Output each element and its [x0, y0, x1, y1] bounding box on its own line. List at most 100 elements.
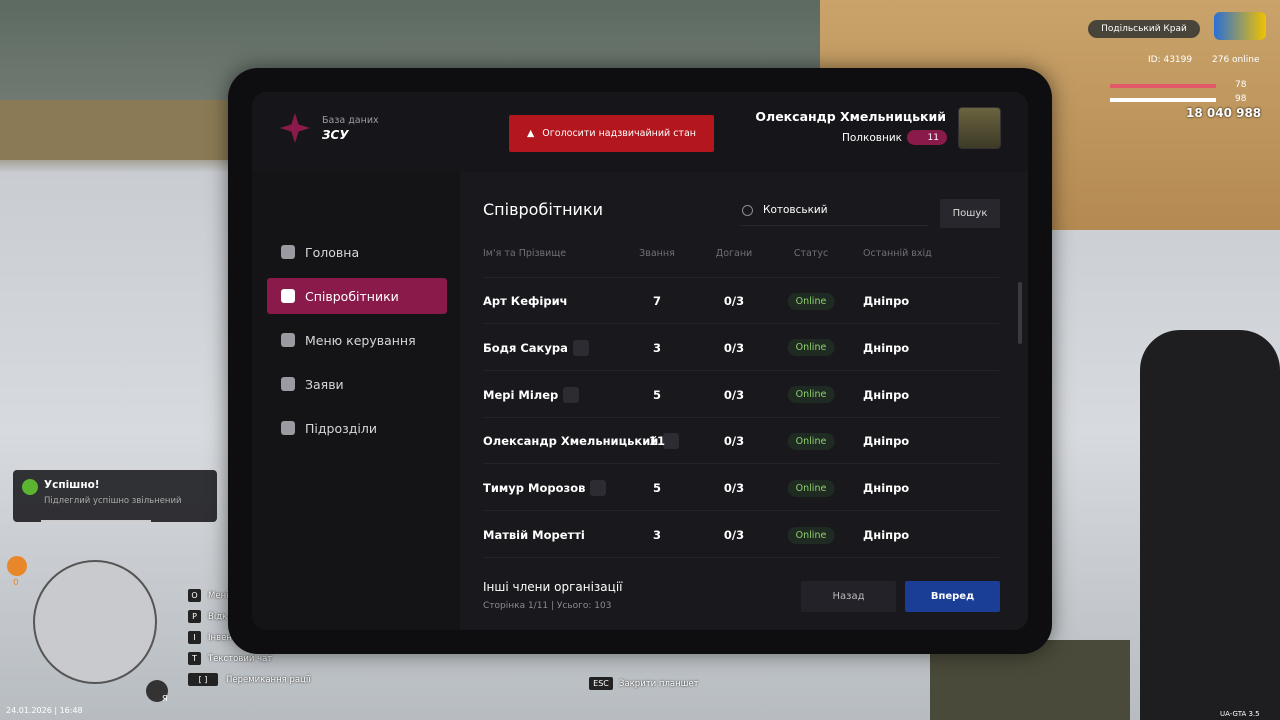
badge-icon — [590, 480, 607, 497]
last-login: Дніпро — [863, 387, 910, 402]
reprimands: 0/3 — [723, 340, 745, 355]
user-rank: Полковник — [841, 132, 902, 144]
search-button[interactable]: Пошук — [940, 199, 1000, 228]
player-id: ID: 43199 — [1148, 55, 1193, 65]
nav-label: Меню керування — [305, 332, 416, 348]
esc-key: ESC — [589, 677, 613, 690]
table-row: Тимур Морозов 5 0/3 Online Дніпро — [483, 465, 999, 512]
notification-title: Успішно! — [44, 479, 100, 491]
emergency-button[interactable]: ▲ Оголосити надзвичайний стан — [509, 115, 714, 152]
table-row: Бодя Сакура 3 0/3 Online Дніпро — [483, 325, 999, 371]
armor-value: 98 — [1235, 94, 1247, 104]
health-bar — [1110, 84, 1216, 88]
search-icon — [742, 205, 753, 216]
building — [0, 100, 240, 160]
status: Online — [787, 479, 835, 497]
footer-title: Інші члени організації — [483, 580, 623, 594]
rank: 7 — [652, 294, 662, 308]
page-info: Сторінка 1/11 | Усього: 103 — [483, 601, 612, 611]
tablet-screen: База даних ЗСУ ▲ Оголосити надзвичайний с… — [252, 92, 1028, 630]
page-title: Співробітники — [483, 200, 604, 219]
nav-icon — [281, 333, 295, 347]
nav-item[interactable]: Співробітники — [267, 278, 447, 314]
hint-label: Інвент — [208, 633, 237, 643]
nav-label: Підрозділи — [305, 420, 377, 436]
user-level: 11 — [907, 130, 947, 145]
nav-item[interactable]: Головна — [267, 234, 447, 270]
reprimands: 0/3 — [723, 294, 745, 308]
sidebar: Головна Співробітники Меню керування Заяви П… — [252, 172, 460, 630]
column-header: Ім'я та Прізвище — [483, 248, 567, 259]
notification: Успішно! Підлеглий успішно звільнений — [13, 470, 217, 522]
logo — [280, 113, 310, 143]
column-header: Догани — [715, 248, 753, 259]
name-text: Арт Кефірич — [483, 294, 568, 308]
table-row: Мері Мілер 5 0/3 Online Дніпро — [483, 372, 999, 418]
user-name: Олександр Хмельницький — [755, 109, 946, 124]
hint-key: I — [188, 631, 201, 644]
last-login: Дніпро — [863, 434, 910, 449]
status: Online — [787, 292, 835, 310]
badge-icon — [572, 339, 589, 356]
table-row: Матвій Моретті 3 0/3 Online Дніпро — [483, 512, 999, 558]
next-button[interactable]: Вперед — [905, 581, 1000, 612]
money: 18 040 988 — [1186, 106, 1262, 120]
nav-label: Співробітники — [305, 288, 399, 304]
app-subtitle: База даних — [322, 115, 379, 126]
prev-button[interactable]: Назад — [801, 581, 896, 612]
hint-key: T — [188, 652, 201, 665]
app-title: ЗСУ — [322, 128, 349, 142]
rank: 5 — [652, 481, 662, 496]
employee-name: Матвій Моретті — [483, 512, 585, 558]
name-text: Олександр Хмельницький — [483, 434, 659, 449]
badge-icon — [663, 433, 680, 450]
reprimands: 0/3 — [723, 387, 745, 402]
progress — [41, 520, 151, 522]
name-text: Мері Мілер — [483, 387, 559, 402]
nav-label: Головна — [305, 244, 360, 260]
table-row: Арт Кефірич 7 0/3 Online Дніпро — [483, 278, 999, 324]
server-name: Подільський Край — [1088, 20, 1200, 38]
status: Online — [787, 386, 835, 404]
hint-label: Відк — [208, 612, 228, 622]
status-cell: Online — [787, 325, 835, 371]
table-row: Олександр Хмельницький 11 0/3 Online Дніпро — [483, 418, 999, 465]
employee-name: Мері Мілер — [483, 372, 580, 418]
hunger-icon — [7, 556, 27, 576]
last-login: Дніпро — [863, 528, 910, 542]
hint-key: O — [188, 589, 201, 602]
nav-item[interactable]: Заяви — [267, 366, 447, 402]
nav-icon — [281, 289, 295, 303]
notification-text: Підлеглий успішно звільнений — [44, 496, 182, 506]
status: Online — [787, 432, 835, 450]
status-cell: Online — [787, 512, 835, 558]
game-logo — [1214, 12, 1266, 40]
emergency-label: Оголосити надзвичайний стан — [542, 128, 696, 139]
employee-name: Тимур Морозов — [483, 465, 607, 511]
rank: 3 — [652, 528, 662, 542]
version: UA-GTA 3.5 — [1220, 710, 1260, 718]
name-text: Бодя Сакура — [483, 340, 568, 355]
rank: 11 — [648, 434, 666, 449]
nav-item[interactable]: Підрозділи — [267, 410, 447, 446]
minimap — [33, 560, 157, 684]
nav-item[interactable]: Меню керування — [267, 322, 447, 358]
counter: 0 — [13, 578, 19, 588]
employee-name: Бодя Сакура — [483, 325, 589, 371]
status: Online — [787, 526, 835, 544]
employee-name: Арт Кефірич — [483, 278, 568, 324]
datetime: 24.01.2026 | 16:48 — [6, 706, 83, 715]
search-field[interactable]: Котовський — [740, 202, 928, 226]
search-value: Котовський — [763, 204, 828, 216]
nav-label: Заяви — [305, 376, 344, 392]
last-login: Дніпро — [863, 294, 910, 308]
status: Online — [787, 339, 835, 357]
name-text: Тимур Морозов — [483, 481, 586, 496]
reprimands: 0/3 — [723, 434, 745, 449]
badge-icon — [563, 386, 580, 403]
mic-button — [146, 680, 168, 702]
hint-label: Мені — [208, 591, 229, 601]
online-count: 276 online — [1212, 55, 1260, 65]
column-header: Статус — [793, 248, 829, 259]
nav-icon — [281, 245, 295, 259]
